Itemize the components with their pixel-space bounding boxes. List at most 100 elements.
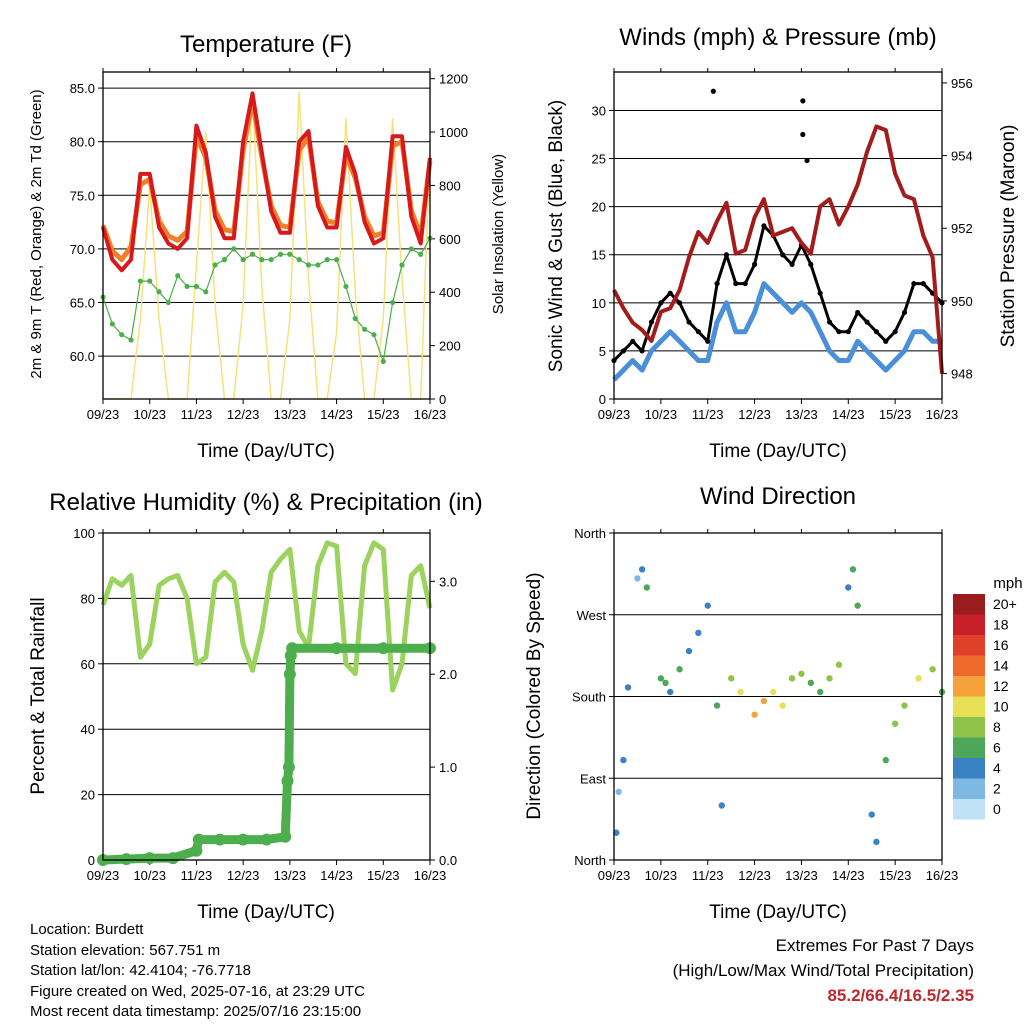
y-tick-label: North (574, 853, 606, 868)
x-tick-label: 09/23 (598, 868, 631, 883)
legend-title: mph (993, 575, 1022, 592)
y-right-tick-label: 400 (439, 285, 461, 300)
precip-point (190, 844, 203, 857)
gust-outlier (800, 98, 806, 104)
legend-label: 14 (993, 658, 1009, 674)
x-tick-label: 14/23 (320, 407, 353, 422)
gust-outlier (800, 131, 806, 138)
direction-point (643, 584, 650, 591)
y-tick-label: 10 (592, 296, 606, 311)
extremes-subtitle: (High/Low/Max Wind/Total Precipitation) (672, 961, 974, 980)
y-right-tick-label: 948 (951, 367, 973, 382)
y-tick-label: 70.0 (70, 242, 95, 257)
legend-label: 10 (993, 699, 1009, 715)
temperature-title: Temperature (F) (180, 31, 352, 58)
x-tick-label: 13/23 (274, 407, 307, 422)
legend-label: 0 (993, 801, 1001, 817)
y-right-tick-label: 800 (439, 178, 461, 193)
direction-title: Wind Direction (700, 483, 856, 510)
precip-point (167, 852, 180, 865)
gust-point (648, 319, 655, 325)
direction-point (798, 670, 805, 677)
x-tick-label: 12/23 (738, 868, 771, 883)
wind-line (612, 281, 942, 382)
x-tick-label: 15/23 (879, 868, 912, 883)
direction-point (901, 702, 908, 709)
x-tick-label: 11/23 (692, 868, 724, 883)
direction-point (620, 756, 627, 764)
gust-point (733, 280, 739, 287)
gust-point (723, 252, 730, 258)
legend-swatch (953, 737, 985, 758)
gust-point (901, 309, 908, 316)
created-text: Figure created on Wed, 2025-07-16, at 23… (30, 982, 365, 1000)
x-tick-label: 10/23 (645, 407, 678, 422)
temperature-panel: Temperature (F) Time (Day/UTC) 2m & 9m T… (28, 31, 507, 462)
legend-label: 20+ (993, 596, 1017, 612)
x-tick-label: 13/23 (785, 868, 818, 883)
direction-point (695, 629, 702, 637)
location-text: Location: Burdett (30, 921, 144, 938)
direction-point (873, 838, 880, 846)
humidity-title: Relative Humidity (%) & Precipitation (i… (49, 489, 482, 516)
x-tick-label: 10/23 (133, 868, 166, 883)
y-right-tick-label: 0 (439, 392, 446, 407)
gust-point (855, 309, 861, 316)
precip-point (120, 853, 133, 866)
gust-point (742, 280, 748, 287)
y-right-tick-label: 950 (951, 294, 973, 309)
y-tick-label: 80.0 (70, 135, 95, 150)
elevation-text: Station elevation: 567.751 m (30, 941, 221, 959)
gust-point (920, 280, 926, 287)
legend-label: 18 (993, 617, 1009, 633)
precip-point (260, 833, 273, 846)
legend-swatch (953, 676, 985, 697)
direction-point (657, 675, 665, 682)
x-tick-label: 12/23 (738, 407, 771, 422)
x-tick-label: 16/23 (926, 868, 959, 883)
y-tick-label: 40 (81, 722, 95, 737)
y-tick-label: 75.0 (70, 188, 95, 203)
y-tick-label: 0 (599, 392, 606, 407)
gust-point (883, 338, 889, 344)
y-tick-label: 5 (599, 344, 606, 359)
gust-point (714, 280, 720, 287)
rh-line (100, 540, 433, 693)
direction-point (891, 720, 899, 727)
winds-xlabel: Time (Day/UTC) (709, 441, 847, 462)
precip-point (286, 642, 299, 655)
direction-point (676, 666, 683, 673)
temperature-ylabel: 2m & 9m T (Red, Orange) & 2m Td (Green) (28, 89, 45, 378)
gust-point (761, 223, 767, 229)
y-tick-label: 15 (592, 248, 606, 263)
solar-line (103, 91, 431, 400)
winds-panel: Winds (mph) & Pressure (mb) Time (Day/UT… (546, 24, 1019, 462)
gust-outlier (804, 157, 810, 164)
direction-point (685, 647, 693, 655)
direction-point (807, 679, 814, 687)
temperature-xlabel: Time (Day/UTC) (197, 441, 335, 462)
direction-point (638, 566, 646, 573)
plot-frame (102, 532, 431, 861)
y-right-tick-label: 1000 (439, 125, 468, 140)
precip-point (283, 668, 296, 681)
y-tick-label: North (574, 526, 606, 541)
direction-point (760, 697, 768, 705)
winds-ylabel: Sonic Wind & Gust (Blue, Black) (546, 100, 567, 372)
extremes-box: Extremes For Past 7 Days (High/Low/Max W… (673, 933, 974, 1008)
x-tick-label: 16/23 (414, 868, 447, 883)
y-tick-label: 65.0 (70, 296, 95, 311)
plot-frame (613, 71, 943, 400)
precip-point (279, 830, 292, 843)
gust-outlier (710, 88, 716, 94)
direction-point (816, 688, 824, 696)
y-tick-label: 80 (81, 591, 95, 606)
direction-point (727, 675, 735, 682)
latlon-text: Station lat/lon: 42.4104; -76.7718 (30, 962, 252, 979)
direction-point (624, 684, 632, 691)
x-tick-label: 13/23 (274, 868, 307, 883)
direction-point (613, 829, 620, 836)
direction-point (751, 711, 758, 718)
legend-label: 6 (993, 740, 1001, 756)
direction-point (826, 675, 833, 682)
